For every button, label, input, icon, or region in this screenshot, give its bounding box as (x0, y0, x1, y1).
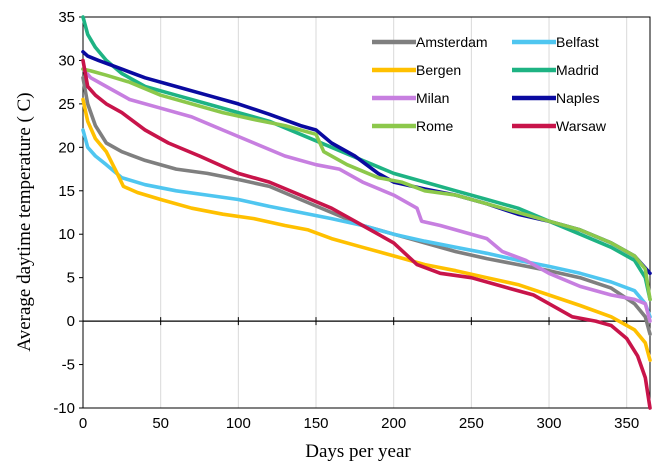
y-tick-label-30: 30 (58, 52, 75, 69)
series-line-milan (81, 67, 652, 323)
x-tick-label-350: 350 (614, 415, 639, 432)
series-line-amsterdam (81, 76, 652, 336)
x-tick-label-0: 0 (79, 415, 87, 432)
x-tick-label-300: 300 (537, 415, 562, 432)
legend-label-madrid: Madrid (556, 62, 599, 78)
y-tick-label-10: 10 (58, 226, 75, 243)
series-line-bergen (81, 97, 652, 362)
y-tick-label-5: 5 (67, 270, 75, 287)
x-tick-label-200: 200 (381, 415, 406, 432)
y-tick-label--5: -5 (62, 357, 75, 374)
x-axis-title: Days per year (305, 441, 411, 462)
legend-label-rome: Rome (416, 118, 454, 134)
legend-label-amsterdam: Amsterdam (416, 34, 488, 50)
y-axis-title: Average daytime temperature ( C) (14, 92, 35, 351)
x-tick-label-250: 250 (459, 415, 484, 432)
series-lines (81, 15, 652, 410)
plot-frame (82, 16, 651, 409)
series-line-madrid (81, 15, 652, 302)
legend-label-belfast: Belfast (556, 34, 599, 50)
legend-label-bergen: Bergen (416, 62, 461, 78)
x-tick-label-100: 100 (226, 415, 251, 432)
y-tick-label-25: 25 (58, 96, 75, 113)
y-axis-ticks: -10 -5 0 5 10 15 20 25 30 35 (53, 9, 83, 417)
legend-label-milan: Milan (416, 90, 449, 106)
y-tick-label-20: 20 (58, 139, 75, 156)
legend: Amsterdam Belfast Bergen Madrid Milan Naples R… (372, 34, 607, 134)
series-line-rome (81, 67, 652, 302)
x-axis-ticks: 0 50 100 150 200 250 300 350 (79, 317, 639, 432)
y-tick-label-35: 35 (58, 9, 75, 26)
y-tick-label--10: -10 (53, 400, 75, 417)
x-tick-label-50: 50 (152, 415, 169, 432)
legend-label-naples: Naples (556, 90, 600, 106)
series-line-warsaw (81, 58, 652, 410)
legend-label-warsaw: Warsaw (556, 118, 607, 134)
x-tick-label-150: 150 (303, 415, 328, 432)
y-tick-label-15: 15 (58, 183, 75, 200)
y-tick-label-0: 0 (67, 313, 75, 330)
